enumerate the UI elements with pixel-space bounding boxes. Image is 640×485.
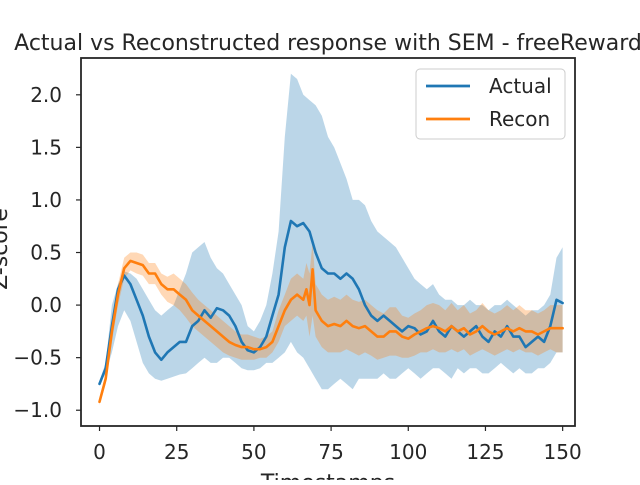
x-tick-label: 50 <box>241 440 266 464</box>
legend: Actual Recon <box>415 68 566 140</box>
y-tick-label: −1.0 <box>13 398 62 422</box>
series-recon-sem-band <box>99 242 563 405</box>
x-tick-label: 0 <box>93 440 106 464</box>
y-tick-label: −0.5 <box>13 346 62 370</box>
series-recon-line <box>98 259 564 404</box>
chart-title: Actual vs Reconstructed response with SE… <box>14 31 640 56</box>
y-tick-label: 2.0 <box>30 83 62 107</box>
plot-frame <box>80 57 576 427</box>
axes: 0 25 50 75 100 125 150 −1.0 −0.5 0.0 0.5 1.0 1.5 2.0 <box>13 57 582 464</box>
x-tick-label: 100 <box>389 440 427 464</box>
y-tick-label: 0.5 <box>30 241 62 265</box>
legend-label-actual: Actual <box>489 74 552 98</box>
y-tick-label: 1.5 <box>30 135 62 159</box>
y-tick-label: 0.0 <box>30 293 62 317</box>
series-actual-line <box>98 219 564 386</box>
x-tick-label: 150 <box>544 440 582 464</box>
x-tick-label: 75 <box>318 440 343 464</box>
x-axis-label: Timestamps <box>260 471 395 480</box>
x-tick-label: 125 <box>466 440 504 464</box>
plot-area <box>98 73 564 405</box>
x-tick-label: 25 <box>164 440 189 464</box>
y-tick-label: 1.0 <box>30 188 62 212</box>
legend-label-recon: Recon <box>489 107 550 131</box>
y-axis-label: Z-score <box>0 208 13 290</box>
